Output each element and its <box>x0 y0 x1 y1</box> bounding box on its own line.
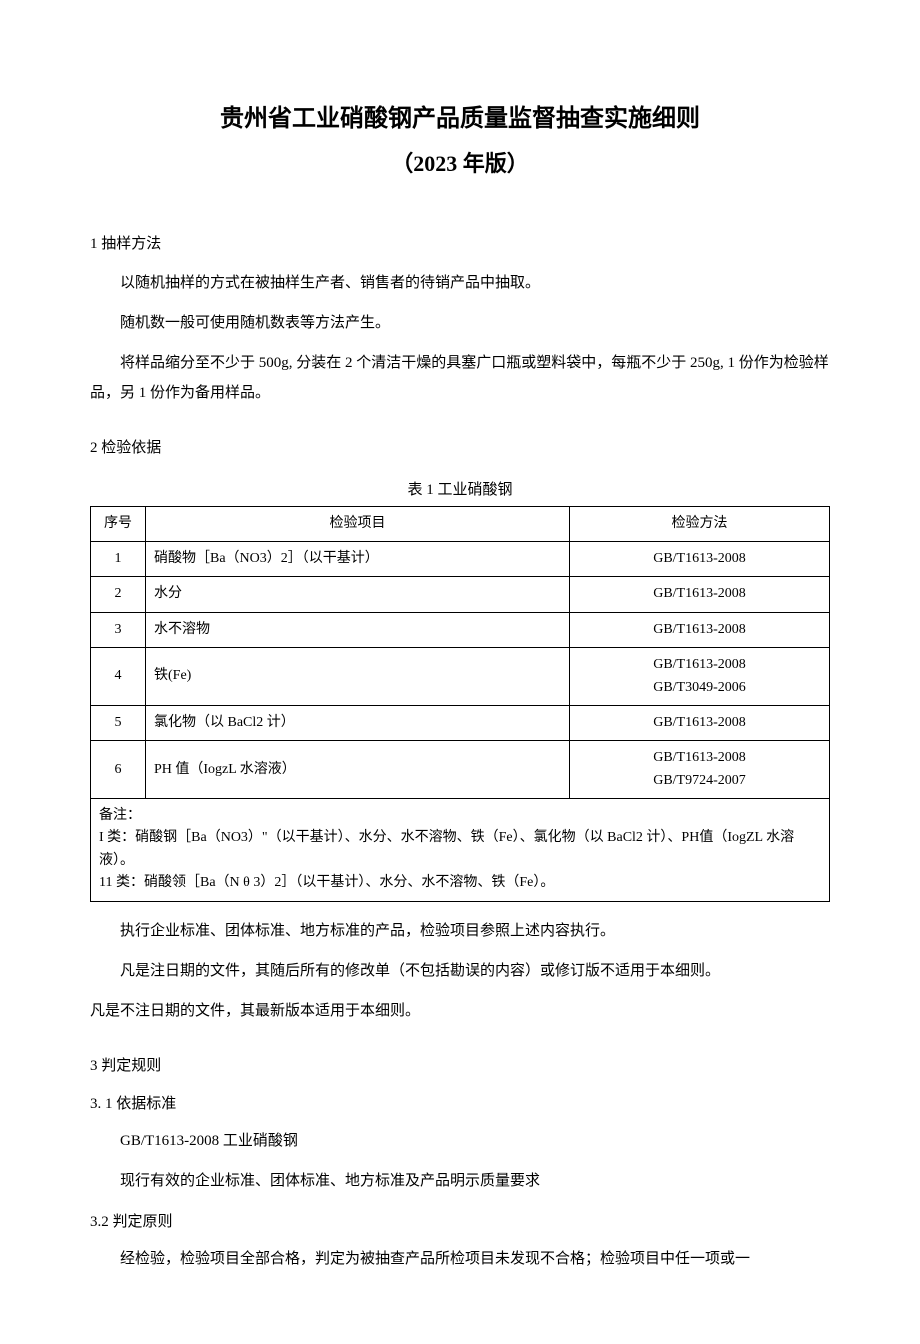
cell-seq: 6 <box>91 741 146 799</box>
cell-seq: 5 <box>91 705 146 740</box>
cell-seq: 4 <box>91 648 146 706</box>
section2-p2: 凡是注日期的文件，其随后所有的修改单（不包括勘误的内容）或修订版不适用于本细则。 <box>90 956 830 986</box>
section3-sub1-p2: 现行有效的企业标准、团体标准、地方标准及产品明示质量要求 <box>90 1166 830 1196</box>
col-header-seq: 序号 <box>91 506 146 541</box>
section3-header: 3 判定规则 <box>90 1054 830 1078</box>
cell-method: GB/T1613-2008 GB/T3049-2006 <box>570 648 830 706</box>
cell-method: GB/T1613-2008 GB/T9724-2007 <box>570 741 830 799</box>
section1-header: 1 抽样方法 <box>90 232 830 256</box>
cell-method: GB/T1613-2008 <box>570 705 830 740</box>
section2-p3: 凡是不注日期的文件，其最新版本适用于本细则。 <box>90 996 830 1026</box>
cell-item: PH 值（IogzL 水溶液） <box>146 741 570 799</box>
cell-item: 氯化物（以 BaCl2 计） <box>146 705 570 740</box>
section2-header: 2 检验依据 <box>90 436 830 460</box>
doc-title-sub: （2023 年版） <box>90 146 830 181</box>
cell-seq: 2 <box>91 577 146 612</box>
table-row: 1 硝酸物［Ba（NO3）2］（以干基计） GB/T1613-2008 <box>91 541 830 576</box>
doc-title-main: 贵州省工业硝酸钢产品质量监督抽查实施细则 <box>90 100 830 138</box>
cell-seq: 3 <box>91 612 146 647</box>
section3-sub1-header: 3. 1 依据标准 <box>90 1092 830 1116</box>
cell-item: 水不溶物 <box>146 612 570 647</box>
col-header-item: 检验项目 <box>146 506 570 541</box>
section2-p1: 执行企业标准、团体标准、地方标准的产品，检验项目参照上述内容执行。 <box>90 916 830 946</box>
cell-item: 硝酸物［Ba（NO3）2］（以干基计） <box>146 541 570 576</box>
cell-seq: 1 <box>91 541 146 576</box>
section1-p3: 将样品缩分至不少于 500g, 分装在 2 个清洁干燥的具塞广口瓶或塑料袋中，每… <box>90 348 830 408</box>
table-row: 3 水不溶物 GB/T1613-2008 <box>91 612 830 647</box>
table-header-row: 序号 检验项目 检验方法 <box>91 506 830 541</box>
section1-p1: 以随机抽样的方式在被抽样生产者、销售者的待销产品中抽取。 <box>90 268 830 298</box>
cell-item: 铁(Fe) <box>146 648 570 706</box>
section3-sub2-p1: 经检验，检验项目全部合格，判定为被抽查产品所检项目未发现不合格；检验项目中任一项… <box>90 1244 830 1274</box>
cell-method: GB/T1613-2008 <box>570 541 830 576</box>
table-row: 5 氯化物（以 BaCl2 计） GB/T1613-2008 <box>91 705 830 740</box>
table-row: 2 水分 GB/T1613-2008 <box>91 577 830 612</box>
section3-sub2-header: 3.2 判定原则 <box>90 1210 830 1234</box>
table-remark: 备注： I 类：硝酸钢［Ba（NO3）"（以干基计）、水分、水不溶物、铁（Fe）… <box>91 799 830 902</box>
table-row: 6 PH 值（IogzL 水溶液） GB/T1613-2008 GB/T9724… <box>91 741 830 799</box>
section1-p2: 随机数一般可使用随机数表等方法产生。 <box>90 308 830 338</box>
table-caption: 表 1 工业硝酸钢 <box>90 478 830 502</box>
cell-item: 水分 <box>146 577 570 612</box>
table-remark-row: 备注： I 类：硝酸钢［Ba（NO3）"（以干基计）、水分、水不溶物、铁（Fe）… <box>91 799 830 902</box>
cell-method: GB/T1613-2008 <box>570 577 830 612</box>
section3-sub1-p1: GB/T1613-2008 工业硝酸钢 <box>90 1126 830 1156</box>
inspection-table: 序号 检验项目 检验方法 1 硝酸物［Ba（NO3）2］（以干基计） GB/T1… <box>90 506 830 902</box>
cell-method: GB/T1613-2008 <box>570 612 830 647</box>
table-row: 4 铁(Fe) GB/T1613-2008 GB/T3049-2006 <box>91 648 830 706</box>
col-header-method: 检验方法 <box>570 506 830 541</box>
